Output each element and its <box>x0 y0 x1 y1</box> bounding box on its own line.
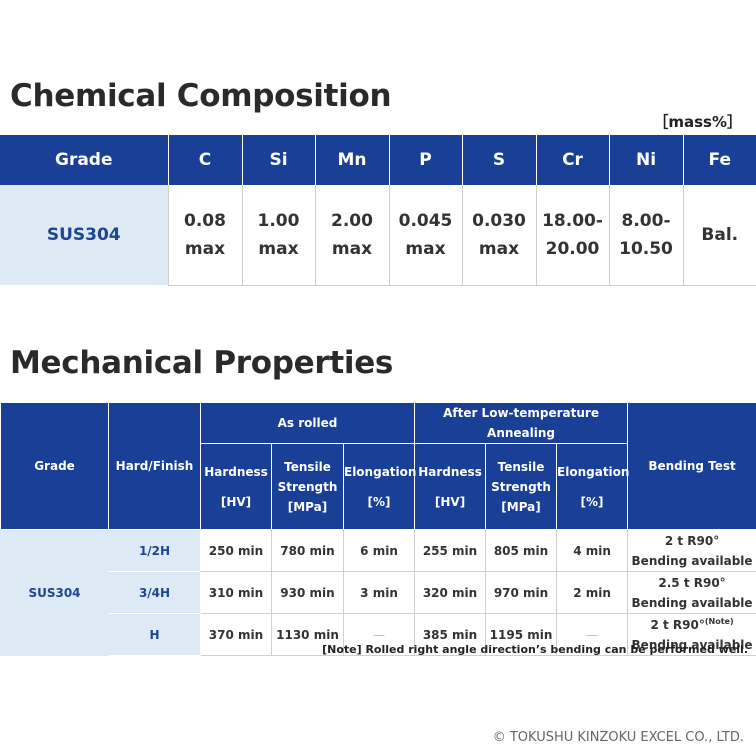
bending-cell: 2 t R90°(Note) Bending available <box>627 613 756 656</box>
mech-header-row-2: Hardness [HV] Tensile Strength [MPa] Elonga… <box>1 443 756 530</box>
mechanical-properties-table: Grade Hard/Finish As rolled After Low-te… <box>0 402 756 656</box>
value-mn: 2.00 max <box>314 185 389 286</box>
header-s: S <box>461 135 536 185</box>
header-cr: Cr <box>535 135 609 185</box>
an-elongation-cell: 2 min <box>556 571 629 614</box>
ar-elongation-header: Elongation [%] <box>342 443 416 530</box>
header-ni: Ni <box>608 135 683 185</box>
ar-tensile-header: Tensile Strength [MPa] <box>271 443 344 530</box>
header-c: C <box>167 135 242 185</box>
ar-hardness-cell: 310 min <box>200 571 272 614</box>
ar-tensile-cell: 930 min <box>271 571 344 614</box>
chem-grade-cell: SUS304 <box>0 185 168 285</box>
header-si: Si <box>241 135 315 185</box>
table-row: SUS304 1/2H 250 min 780 min 6 min 255 mi… <box>0 529 756 656</box>
an-hardness-cell: 255 min <box>414 529 487 572</box>
mech-grade-cell: SUS304 <box>0 529 109 656</box>
mech-header-bending: Bending Test <box>627 402 756 530</box>
chemical-header-row: Grade C Si Mn P S Cr Ni Fe <box>0 135 756 185</box>
ar-elongation-cell: 6 min <box>342 529 416 572</box>
ar-tensile-cell: 780 min <box>271 529 344 572</box>
mech-header-row-1: Grade Hard/Finish As rolled After Low-te… <box>0 402 756 530</box>
ar-hardness-header: Hardness [HV] <box>200 443 272 530</box>
ar-hardness-cell: 250 min <box>200 529 272 572</box>
chemical-data-row: SUS304 0.08 max 1.00 max 2.00 max 0.045 max … <box>0 185 756 286</box>
mass-unit-label: ［mass%］ <box>653 113 742 131</box>
ar-elongation-cell: — <box>342 613 416 656</box>
an-elongation-cell: — <box>556 613 629 656</box>
value-si: 1.00 max <box>241 185 315 286</box>
value-fe: Bal. <box>682 185 756 286</box>
hard-finish-cell: 1/2H <box>108 529 201 572</box>
an-hardness-header: Hardness [HV] <box>414 443 487 530</box>
footnote: [Note] Rolled right angle direction’s be… <box>322 643 748 656</box>
an-elongation-header: Elongation [%] <box>556 443 629 530</box>
ar-tensile-cell: 1130 min <box>271 613 344 656</box>
chemical-composition-title: Chemical Composition <box>10 78 392 114</box>
header-mn: Mn <box>314 135 389 185</box>
an-tensile-cell: 1195 min <box>485 613 558 656</box>
an-hardness-cell: 320 min <box>414 571 487 614</box>
header-grade: Grade <box>0 135 168 185</box>
chemical-composition-table: Grade C Si Mn P S Cr Ni Fe SUS304 0.08 ma… <box>0 135 756 286</box>
mechanical-properties-title: Mechanical Properties <box>10 345 394 381</box>
mech-header-as-rolled: As rolled <box>199 402 416 444</box>
mech-header-grade: Grade <box>0 402 109 530</box>
header-p: P <box>388 135 462 185</box>
an-tensile-cell: 970 min <box>485 571 558 614</box>
copyright-text: © TOKUSHU KINZOKU EXCEL CO., LTD. <box>492 730 744 745</box>
value-s: 0.030 max <box>461 185 536 286</box>
value-cr: 18.00- 20.00 <box>535 185 609 286</box>
table-row: H 370 min 1130 min — 385 min 1195 min — … <box>1 613 756 656</box>
an-hardness-cell: 385 min <box>414 613 487 656</box>
bending-cell: 2.5 t R90° Bending available <box>627 571 756 614</box>
hard-finish-cell: 3/4H <box>108 571 201 614</box>
an-tensile-cell: 805 min <box>485 529 558 572</box>
value-p: 0.045 max <box>388 185 462 286</box>
bending-cell: 2 t R90° Bending available <box>627 529 756 572</box>
value-ni: 8.00- 10.50 <box>608 185 683 286</box>
ar-elongation-cell: 3 min <box>342 571 416 614</box>
ar-hardness-cell: 370 min <box>200 613 272 656</box>
an-tensile-header: Tensile Strength [MPa] <box>485 443 558 530</box>
hard-finish-cell: H <box>108 613 201 656</box>
value-c: 0.08 max <box>167 185 242 286</box>
table-row: 3/4H 310 min 930 min 3 min 320 min 970 m… <box>1 571 756 614</box>
mech-header-hard-finish: Hard/Finish <box>108 402 201 530</box>
header-fe: Fe <box>682 135 756 185</box>
mech-header-annealing: After Low-temperature Annealing <box>414 402 629 444</box>
an-elongation-cell: 4 min <box>556 529 629 572</box>
